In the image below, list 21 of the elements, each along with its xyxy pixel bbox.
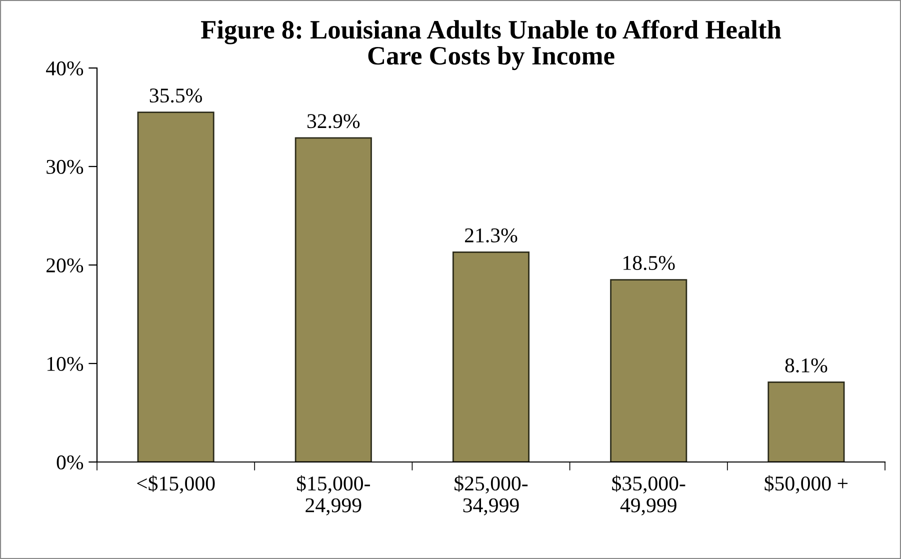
x-tick-label: $15,000- 24,999 [296, 475, 370, 516]
data-label: 8.1% [785, 358, 828, 373]
x-tick-label: $50,000 + [764, 475, 848, 494]
bar [452, 252, 530, 462]
data-label: 32.9% [307, 114, 360, 128]
data-label: 35.5% [150, 88, 202, 103]
x-tick-label: <$15,000 [137, 475, 215, 494]
x-tick-label: $25,000- 34,999 [454, 475, 528, 516]
y-tick-label: 30% [46, 160, 84, 174]
chart-title: Figure 8: Louisiana Adults Unable to Afford Health Care Costs by Income [201, 20, 782, 70]
y-tick-label: 10% [47, 356, 84, 371]
x-tick-label: $35,000- 49,999 [612, 475, 686, 516]
bar [768, 382, 845, 462]
y-tick-label: 20% [46, 258, 84, 272]
bar [294, 137, 372, 462]
bar [610, 279, 688, 462]
data-label: 18.5% [624, 256, 675, 270]
bar [137, 112, 214, 462]
y-tick-label: 40% [46, 61, 84, 76]
data-label: 21.3% [465, 228, 518, 242]
y-tick-label: 0% [56, 455, 84, 470]
